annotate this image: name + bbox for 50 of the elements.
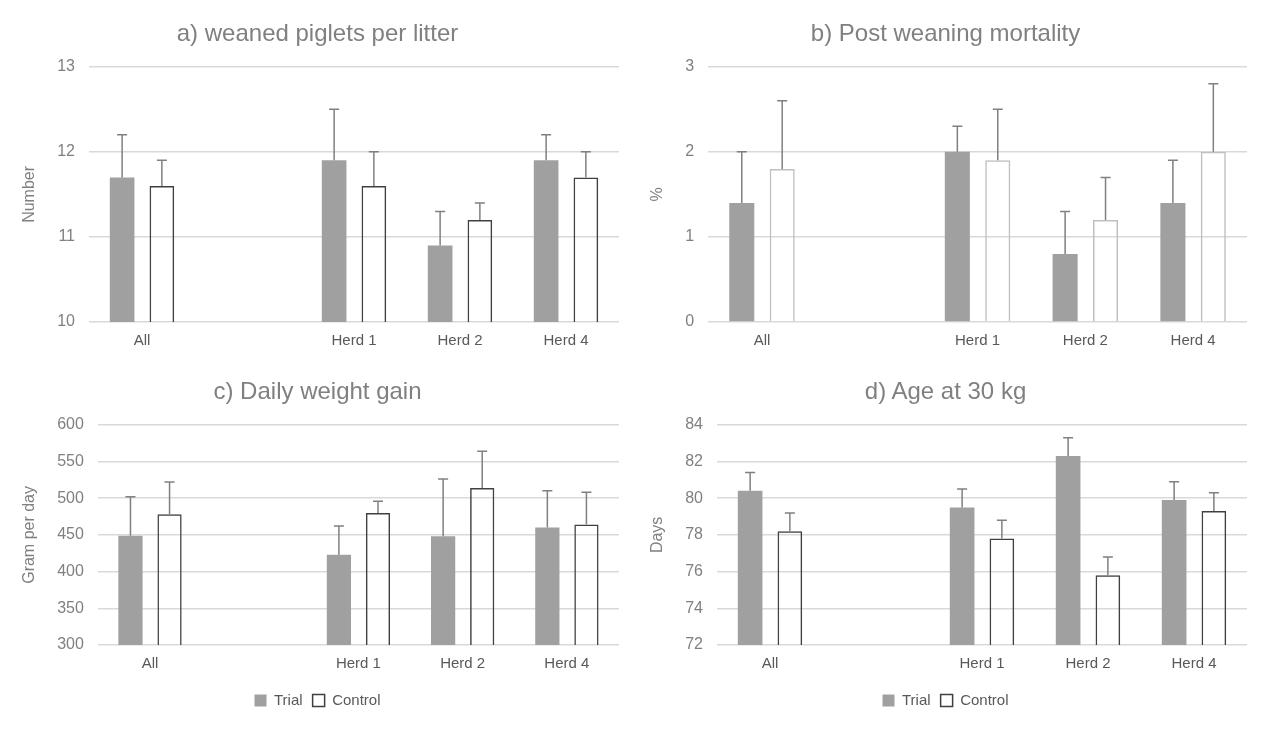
x-tick-label: Herd 2 xyxy=(437,331,483,349)
y-tick-label: 600 xyxy=(57,415,84,433)
x-tick-label: All xyxy=(753,331,771,349)
x-tick-label: Herd 4 xyxy=(1170,331,1216,349)
y-tick-label: 84 xyxy=(685,415,704,433)
chart-title: a) weaned piglets per litter xyxy=(176,19,459,47)
y-tick-label: 450 xyxy=(57,525,84,543)
y-axis-title: % xyxy=(648,187,666,202)
x-tick-label: All xyxy=(761,654,779,672)
y-tick-label: 350 xyxy=(57,598,84,616)
y-tick-label: 74 xyxy=(685,598,704,616)
y-axis-title: Gram per day xyxy=(20,485,38,584)
x-tick-label: All xyxy=(141,654,159,672)
chart-title: c) Daily weight gain xyxy=(213,377,422,405)
y-tick-label: 12 xyxy=(57,142,76,160)
y-tick-label: 3 xyxy=(685,57,695,75)
y-tick-label: 11 xyxy=(58,227,76,245)
chart-title: b) Post weaning mortality xyxy=(810,19,1081,47)
x-tick-label: Herd 2 xyxy=(440,654,486,672)
y-tick-label: 76 xyxy=(685,562,704,580)
x-tick-label: Herd 1 xyxy=(959,654,1005,672)
x-tick-label: Herd 2 xyxy=(1062,331,1108,349)
chart-title: d) Age at 30 kg xyxy=(864,377,1027,405)
x-tick-label: All xyxy=(133,331,151,349)
y-tick-label: 400 xyxy=(57,562,84,580)
y-axis-title: Days xyxy=(648,516,666,554)
y-tick-label: 0 xyxy=(685,312,695,330)
y-tick-label: 10 xyxy=(57,312,76,330)
y-tick-label: 13 xyxy=(57,57,76,75)
x-tick-label: Herd 2 xyxy=(1065,654,1111,672)
x-tick-label: Herd 4 xyxy=(1171,654,1217,672)
y-tick-label: 2 xyxy=(685,142,695,160)
legend-label: Trial xyxy=(902,690,931,708)
y-tick-label: 82 xyxy=(685,451,704,469)
x-tick-label: Herd 1 xyxy=(955,331,1001,349)
x-tick-label: Herd 4 xyxy=(543,331,589,349)
legend-label: Control xyxy=(960,690,1009,708)
y-tick-label: 1 xyxy=(685,227,695,245)
x-tick-label: Herd 1 xyxy=(335,654,381,672)
y-tick-label: 550 xyxy=(57,451,84,469)
x-tick-label: Herd 1 xyxy=(331,331,377,349)
x-tick-label: Herd 4 xyxy=(544,654,590,672)
y-tick-label: 78 xyxy=(685,525,704,543)
y-tick-label: 80 xyxy=(685,488,704,506)
y-tick-label: 300 xyxy=(57,635,84,653)
legend-label: Control xyxy=(332,690,381,708)
legend-label: Trial xyxy=(274,690,303,708)
y-tick-label: 500 xyxy=(57,488,84,506)
y-tick-label: 72 xyxy=(685,635,704,653)
y-axis-title: Number xyxy=(20,165,38,223)
